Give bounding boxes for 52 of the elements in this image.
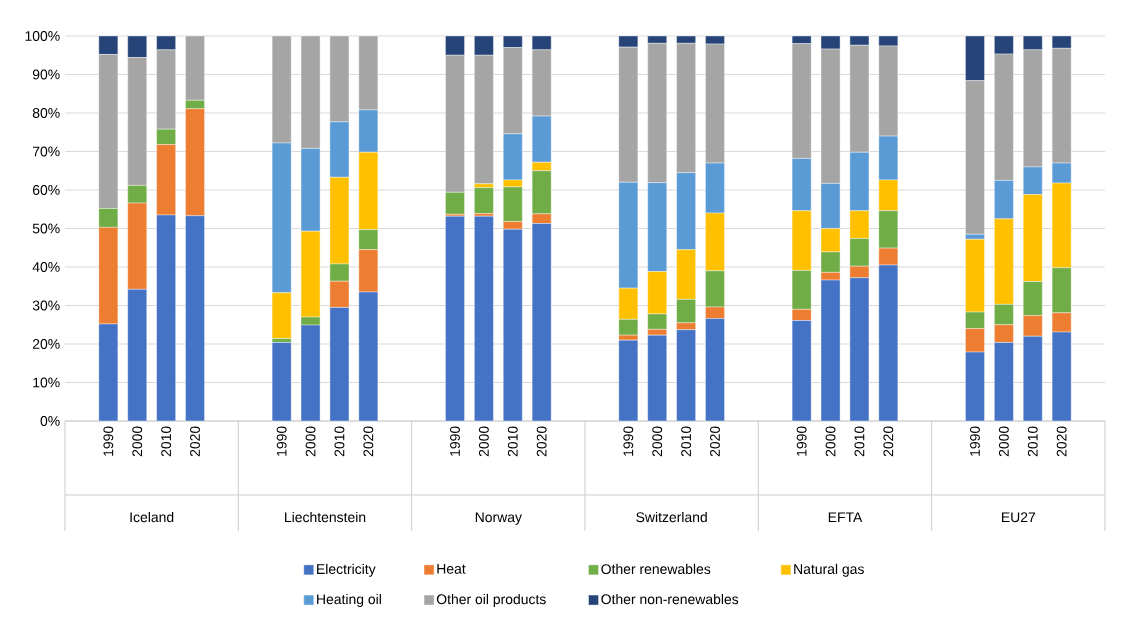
text: EFTA: [828, 512, 863, 522]
x-tick-label: 1990: [276, 426, 287, 456]
y-tick-label: 30%: [32, 300, 60, 311]
y-tick-label: 100%: [25, 31, 60, 41]
x-tick-label: 1990: [970, 426, 980, 456]
x-tick-label: 2020: [1056, 426, 1067, 457]
x-tick-label: 2010: [507, 426, 518, 457]
bar: [271, 342, 292, 422]
y-tick-label: 10%: [33, 377, 60, 388]
text: Norway: [475, 512, 522, 525]
y-tick-label: 60%: [32, 185, 60, 195]
legend-label: Natural gas: [794, 563, 864, 577]
y-tick-label: 40%: [32, 262, 60, 272]
x-tick-label: 2020: [710, 426, 720, 457]
text: Switzerland: [636, 511, 707, 523]
x-tick-label: 2010: [334, 426, 345, 457]
x-tick-label: 1990: [796, 426, 807, 456]
legend-label: Heating oil: [317, 593, 381, 607]
bar: [474, 215, 494, 422]
x-tick-label: 2000: [998, 426, 1009, 457]
text: Iceland: [130, 511, 174, 523]
y-tick-label: 0%: [40, 416, 60, 426]
text: Liechtenstein: [285, 511, 366, 523]
x-tick-label: 2010: [854, 426, 865, 457]
x-tick-label: 1990: [623, 426, 634, 456]
x-tick-label: 2010: [681, 426, 692, 457]
x-tick-label: 2000: [305, 426, 316, 457]
legend-label: Other oil products: [436, 593, 546, 607]
x-tick-label: 2010: [161, 426, 172, 457]
legend-label: Other non-renewables: [601, 593, 739, 605]
x-tick-label: 2000: [478, 426, 489, 457]
legend-label: Electricity: [317, 563, 376, 577]
y-tick-label: 90%: [32, 69, 60, 80]
bar: [474, 187, 494, 214]
legend-label: Heat: [437, 564, 466, 574]
y-tick-label: 20%: [32, 339, 60, 349]
x-tick-label: 2000: [825, 426, 836, 457]
x-tick-label: 2020: [190, 426, 200, 457]
legend-label: Other renewables: [601, 563, 711, 575]
x-tick-label: 2020: [536, 426, 547, 457]
x-tick-label: 2000: [132, 426, 143, 457]
y-tick-label: 80%: [32, 108, 60, 118]
x-tick-label: 1990: [450, 426, 460, 456]
x-tick-label: 2020: [363, 426, 374, 457]
x-tick-label: 2020: [883, 426, 894, 457]
bar: [445, 215, 465, 422]
y-tick-label: 70%: [32, 146, 60, 157]
text: EU27: [1002, 512, 1036, 523]
x-tick-label: 2000: [652, 426, 663, 457]
y-tick-label: 50%: [32, 223, 60, 234]
x-tick-label: 2010: [1027, 426, 1038, 457]
x-tick-label: 1990: [103, 426, 114, 456]
